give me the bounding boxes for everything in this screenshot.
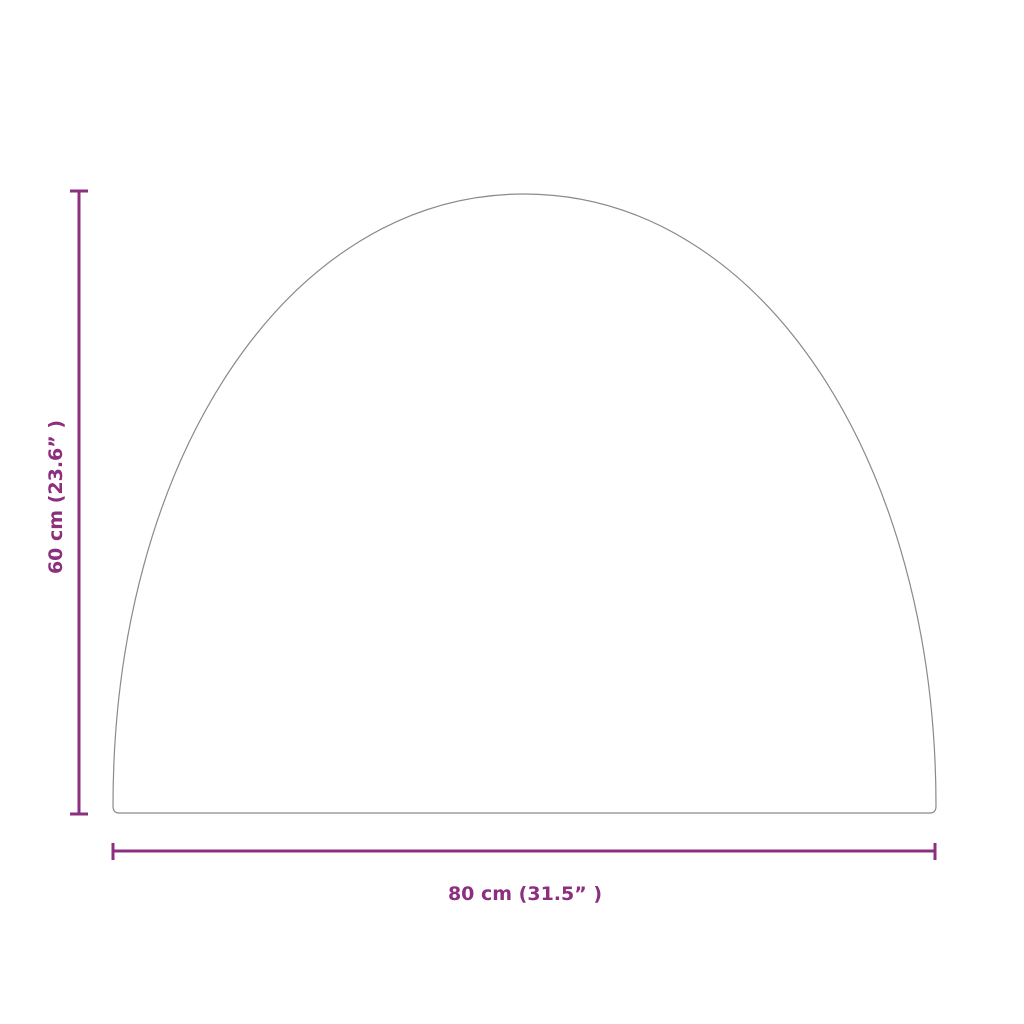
arched-panel-outline <box>112 193 937 814</box>
height-dimension-line <box>70 189 88 816</box>
width-dimension-line <box>111 843 937 860</box>
width-label: 80 cm (31.5” ) <box>447 883 603 905</box>
height-label: 60 cm (23.6” ) <box>45 419 67 575</box>
